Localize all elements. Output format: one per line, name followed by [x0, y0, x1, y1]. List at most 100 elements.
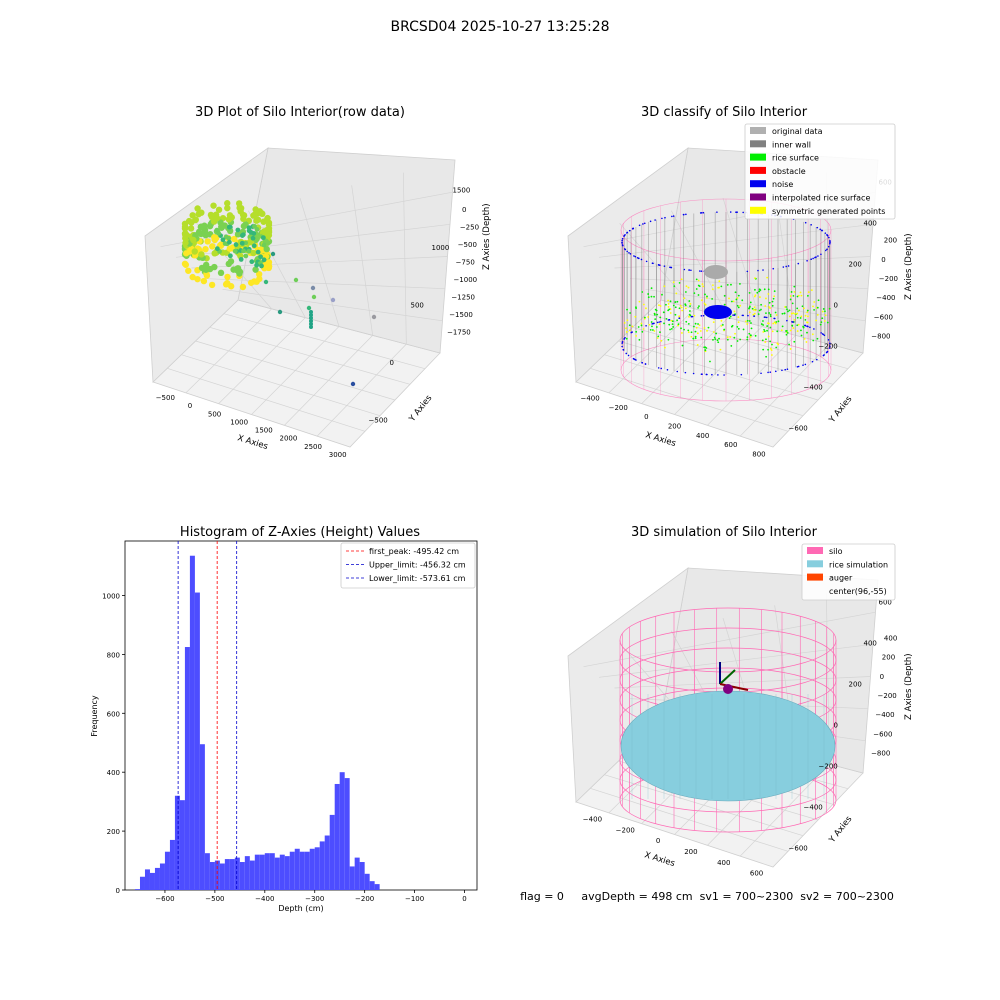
surface-point — [769, 313, 772, 316]
surface-point — [726, 283, 729, 286]
histogram-legend-entries: first_peak: -495.42 cm Upper_limit: -456.… — [346, 547, 466, 583]
wall-point — [240, 215, 247, 223]
noise-point — [656, 321, 659, 324]
x-tick-label: 0 — [462, 895, 466, 903]
surface-point — [749, 334, 752, 337]
z-tick-label: −600 — [874, 313, 893, 321]
surface-point — [762, 330, 765, 333]
surface-point — [786, 308, 788, 311]
surface-point — [822, 308, 825, 310]
noise-point — [816, 226, 819, 229]
surface-point — [764, 305, 767, 307]
y-tick-label: 1000 — [102, 592, 120, 600]
surface-point — [716, 339, 719, 342]
surface-point — [781, 312, 784, 315]
legend-label: Upper_limit: -456.32 cm — [369, 561, 466, 570]
y-tick-label: 0 — [116, 887, 120, 895]
noise-point — [740, 373, 743, 376]
scatter-point — [371, 314, 377, 320]
surface-point — [789, 329, 792, 332]
noise-point — [705, 373, 708, 376]
noise-point — [661, 217, 663, 220]
surface-point — [774, 322, 777, 325]
surface-point — [674, 301, 677, 303]
surface-point — [726, 338, 729, 341]
noise-point — [658, 321, 661, 323]
surface-point — [759, 289, 762, 291]
surface-point — [769, 315, 772, 318]
surface-point — [824, 314, 827, 317]
wall-point — [183, 250, 190, 257]
histogram-bar — [189, 555, 195, 890]
noise-point — [623, 235, 625, 237]
surface-point — [667, 309, 670, 312]
noise-point — [820, 332, 822, 334]
panel1-zlabel: Z Axies (Depth) — [482, 203, 492, 270]
wall-point — [204, 238, 211, 245]
surface-point — [671, 323, 674, 326]
surface-point — [806, 321, 809, 324]
surface-point — [702, 285, 705, 288]
surface-point — [763, 330, 766, 333]
surface-point — [780, 329, 783, 332]
histogram-bars — [134, 555, 380, 890]
surface-point — [657, 335, 660, 338]
surface-point — [766, 276, 769, 279]
histogram-bar — [184, 647, 190, 890]
surface-point — [757, 313, 760, 315]
panel2-xlabel: X Axies — [644, 430, 677, 449]
panel1-scatter-points — [263, 251, 377, 387]
surface-point — [734, 332, 736, 335]
histogram-bar — [264, 853, 270, 890]
surface-point — [704, 293, 706, 296]
noise-point — [815, 256, 817, 258]
wall-point — [237, 208, 244, 215]
surface-point — [754, 334, 757, 337]
surface-point — [789, 295, 792, 297]
legend-swatch — [807, 573, 823, 581]
panel3-y-ticks: −600 −400 −200 0 200 400 600 — [789, 599, 892, 853]
histogram-bar — [164, 851, 170, 890]
histogram-bar — [339, 772, 345, 890]
y-tick-label: 1000 — [432, 244, 450, 252]
auger-axis-y — [719, 669, 736, 685]
noise-point — [786, 368, 789, 371]
surface-point — [658, 323, 661, 326]
y-tick-label: 0 — [834, 722, 838, 730]
surface-point — [649, 328, 652, 331]
surface-point — [762, 324, 765, 326]
surface-point — [769, 326, 772, 329]
y-axis-ticks: 0 200 400 600 800 1000 — [102, 592, 125, 895]
wall-point — [181, 260, 189, 267]
surface-point — [799, 291, 802, 294]
histogram-bar — [304, 851, 310, 890]
surface-point — [788, 343, 791, 346]
noise-point — [628, 229, 631, 232]
surface-point — [813, 308, 815, 311]
surface-point — [785, 330, 787, 332]
surface-point — [806, 294, 809, 297]
surface-point — [681, 344, 684, 347]
gridline — [223, 313, 426, 370]
interior-point — [243, 253, 249, 259]
panel2-legend-frame — [744, 123, 896, 220]
noise-point — [628, 251, 630, 254]
panel3-legend-entries: silo rice simulation auger center(96,-55) — [807, 547, 888, 596]
surface-point — [707, 326, 710, 329]
surface-point — [728, 297, 730, 300]
wall-point — [265, 259, 273, 266]
noise-point — [644, 363, 647, 365]
interior-point — [261, 242, 267, 248]
noise-point — [657, 367, 660, 369]
surface-point — [719, 348, 722, 351]
y-tick-label: −200 — [819, 763, 838, 771]
noise-point — [683, 268, 686, 271]
y-tick-label: 800 — [107, 651, 120, 659]
surface-point — [767, 335, 770, 338]
surface-point — [695, 326, 698, 329]
surface-point — [715, 332, 718, 335]
histogram-bar — [344, 778, 350, 890]
scatter-point — [330, 297, 336, 303]
surface-point — [625, 337, 628, 340]
noise-point — [823, 354, 825, 356]
